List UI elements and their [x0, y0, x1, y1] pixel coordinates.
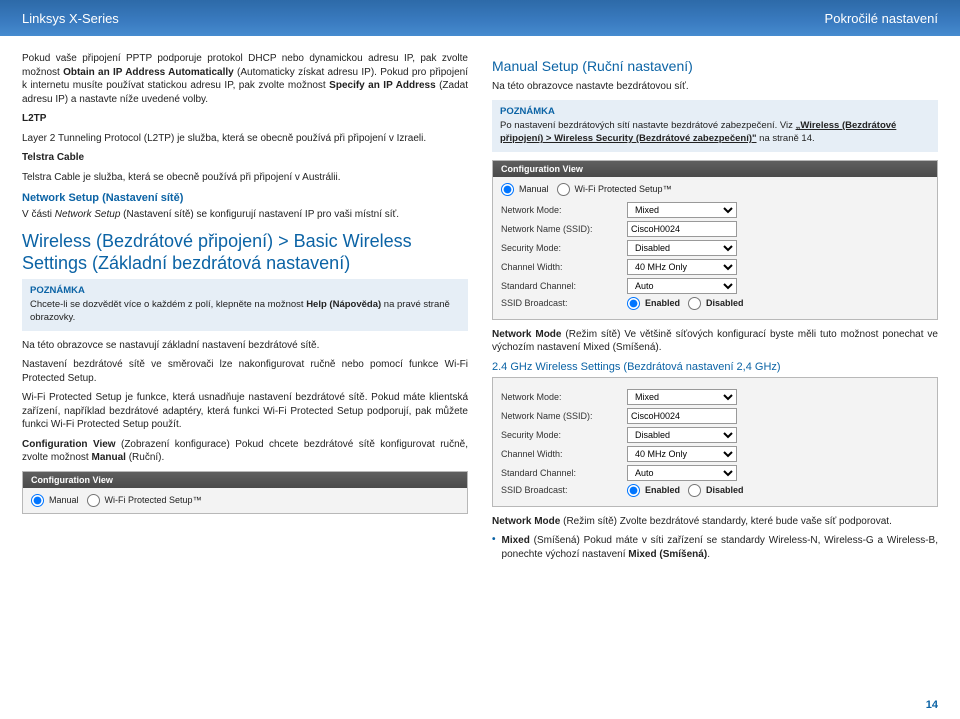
shot3-sc-select[interactable]: Auto: [627, 465, 737, 481]
shot2-radio-wps[interactable]: Wi-Fi Protected Setup™: [557, 183, 672, 196]
shot2-sec-lbl: Security Mode:: [501, 243, 621, 253]
shot1-radio-wps[interactable]: Wi-Fi Protected Setup™: [87, 494, 202, 507]
l2tp-title: L2TP: [22, 112, 468, 126]
network-mode-paragraph-1: Network Mode (Režim sítě) Ve většině síť…: [492, 328, 938, 355]
manual-setup-heading: Manual Setup (Ruční nastavení): [492, 58, 938, 74]
page-number: 14: [926, 699, 938, 711]
shot3-sec-lbl: Security Mode:: [501, 430, 621, 440]
page-header: Linksys X-Series Pokročilé nastavení: [0, 0, 960, 36]
shot3-cw-lbl: Channel Width:: [501, 449, 621, 459]
page-body: Pokud vaše připojení PPTP podporuje prot…: [0, 36, 960, 565]
screenshot-24ghz: Network Mode:Mixed Network Name (SSID): …: [492, 377, 938, 507]
basic-settings-p3: Nastavení bezdrátové sítě ve směrovači l…: [22, 358, 468, 385]
shot2-mode-select[interactable]: Mixed: [627, 202, 737, 218]
shot2-sec-select[interactable]: Disabled: [627, 240, 737, 256]
shot2-sc-select[interactable]: Auto: [627, 278, 737, 294]
shot3-ssid-lbl: Network Name (SSID):: [501, 411, 621, 421]
shot2-sc-lbl: Standard Channel:: [501, 281, 621, 291]
shot3-ssid-input[interactable]: [627, 408, 737, 424]
note-help: POZNÁMKA Chcete-li se dozvědět více o ka…: [22, 279, 468, 331]
wireless-basic-heading: Wireless (Bezdrátové připojení) > Basic …: [22, 230, 468, 275]
note-security-title: POZNÁMKA: [500, 106, 930, 119]
radio-manual-input[interactable]: [31, 494, 44, 507]
shot2-sb-enabled[interactable]: Enabled: [627, 297, 680, 310]
shot2-mode-lbl: Network Mode:: [501, 205, 621, 215]
shot2-bar: Configuration View: [493, 161, 937, 177]
telstra-body: Telstra Cable je služba, která se obecně…: [22, 171, 468, 185]
radio-wps-input[interactable]: [87, 494, 100, 507]
network-setup-body: V části Network Setup (Nastavení sítě) s…: [22, 208, 468, 222]
shot3-mode-select[interactable]: Mixed: [627, 389, 737, 405]
shot2-ssid-input[interactable]: [627, 221, 737, 237]
shot3-cw-select[interactable]: 40 MHz Only: [627, 446, 737, 462]
basic-settings-intro: Na této obrazovce se nastavují základní …: [22, 339, 468, 353]
shot2-sb-disabled[interactable]: Disabled: [688, 297, 744, 310]
note-help-title: POZNÁMKA: [30, 285, 460, 298]
shot2-ssid-lbl: Network Name (SSID):: [501, 224, 621, 234]
shot3-sb-disabled[interactable]: Disabled: [688, 484, 744, 497]
bullet-text: Mixed (Smíšená) Pokud máte v síti zaříze…: [502, 534, 938, 561]
screenshot-config-view-full: Configuration View Manual Wi-Fi Protecte…: [492, 160, 938, 320]
left-column: Pokud vaše připojení PPTP podporuje prot…: [22, 52, 468, 565]
shot3-sc-lbl: Standard Channel:: [501, 468, 621, 478]
manual-setup-intro: Na této obrazovce nastavte bezdrátovou s…: [492, 80, 938, 94]
bullet-dot: •: [492, 534, 496, 561]
shot2-radio-manual[interactable]: Manual: [501, 183, 549, 196]
shot1-radio-manual[interactable]: Manual: [31, 494, 79, 507]
shot1-radios: Manual Wi-Fi Protected Setup™: [31, 494, 459, 507]
shot2-sb-lbl: SSID Broadcast:: [501, 298, 621, 308]
shot2-radios: Manual Wi-Fi Protected Setup™: [501, 183, 929, 196]
header-left: Linksys X-Series: [22, 11, 119, 26]
header-right: Pokročilé nastavení: [825, 11, 938, 26]
bullet-mixed: • Mixed (Smíšená) Pokud máte v síti zaří…: [492, 534, 938, 561]
shot1-bar: Configuration View: [23, 472, 467, 488]
shot2-cw-lbl: Channel Width:: [501, 262, 621, 272]
note-security: POZNÁMKA Po nastavení bezdrátových sítí …: [492, 100, 938, 152]
l2tp-body: Layer 2 Tunneling Protocol (L2TP) je slu…: [22, 132, 468, 146]
ghz-heading: 2.4 GHz Wireless Settings (Bezdrátová na…: [492, 361, 938, 373]
pptp-paragraph: Pokud vaše připojení PPTP podporuje prot…: [22, 52, 468, 106]
basic-settings-p4: Wi-Fi Protected Setup je funkce, která u…: [22, 391, 468, 432]
config-view-paragraph: Configuration View (Zobrazení konfigurac…: [22, 438, 468, 465]
network-setup-heading: Network Setup (Nastavení sítě): [22, 192, 468, 204]
telstra-title: Telstra Cable: [22, 151, 468, 165]
shot3-sec-select[interactable]: Disabled: [627, 427, 737, 443]
shot2-cw-select[interactable]: 40 MHz Only: [627, 259, 737, 275]
network-mode-paragraph-2: Network Mode (Režim sítě) Zvolte bezdrát…: [492, 515, 938, 529]
shot3-sb-enabled[interactable]: Enabled: [627, 484, 680, 497]
shot3-sb-lbl: SSID Broadcast:: [501, 485, 621, 495]
right-column: Manual Setup (Ruční nastavení) Na této o…: [492, 52, 938, 565]
screenshot-config-view-small: Configuration View Manual Wi-Fi Protecte…: [22, 471, 468, 514]
shot3-mode-lbl: Network Mode:: [501, 392, 621, 402]
